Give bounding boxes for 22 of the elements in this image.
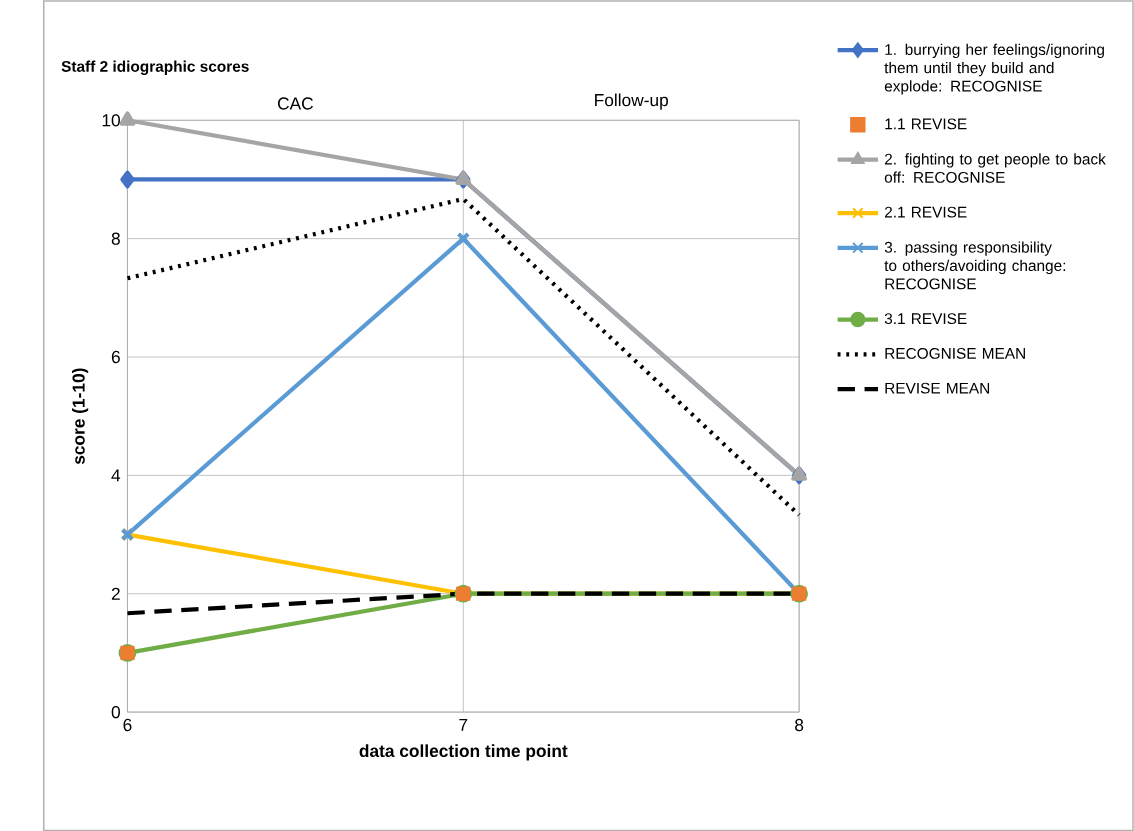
x-tick-label: 8 — [795, 718, 804, 731]
chart-title: Staff 2 idiographic scores — [61, 60, 249, 75]
y-axis-title: score (1-10) — [72, 368, 89, 464]
y-tick-label: 8 — [111, 232, 120, 245]
legend-label: RECOGNISE MEAN — [885, 347, 1025, 359]
text: Follow-up — [595, 93, 669, 110]
y-tick-label: 6 — [111, 350, 120, 363]
y-tick-label: 10 — [102, 113, 120, 127]
legend-label: REVISE MEAN — [885, 382, 990, 394]
x-tick-label: 7 — [459, 718, 468, 731]
legend-label: 2.1 REVISE — [884, 206, 967, 218]
text: CAC — [277, 97, 314, 110]
x-axis-title: data collection time point — [359, 744, 568, 761]
y-tick-label: 0 — [111, 705, 120, 719]
legend-label: 1. burrying her feelings/ignoring them until they build and explode: RECOGNISE — [884, 43, 1104, 95]
y-tick-label: 2 — [111, 587, 120, 600]
x-tick-label: 6 — [123, 718, 132, 731]
y-tick-label: 4 — [111, 469, 121, 482]
legend-label: 3.1 REVISE — [884, 312, 967, 324]
legend-label: 3. passing responsibility to others/avoiding change: RECOGNISE — [884, 241, 1066, 290]
legend-label: 1.1 REVISE — [885, 118, 967, 130]
legend-label: 2. fighting to get people to back off: RECOGNISE — [884, 153, 1106, 183]
